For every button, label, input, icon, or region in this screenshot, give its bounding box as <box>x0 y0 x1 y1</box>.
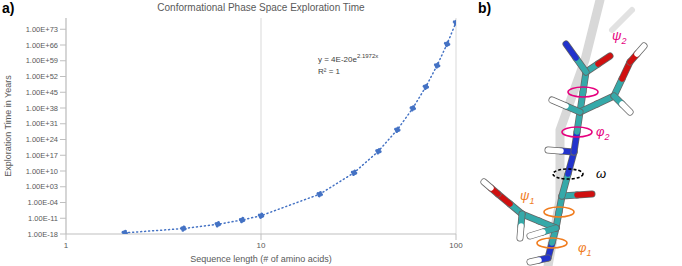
svg-text:1.00E+10: 1.00E+10 <box>26 167 58 176</box>
svg-text:ω: ω <box>596 166 606 181</box>
svg-text:ψ2: ψ2 <box>612 28 626 46</box>
svg-text:1.00E+66: 1.00E+66 <box>26 41 58 50</box>
svg-text:φ1: φ1 <box>578 240 592 258</box>
html-text:a): a) <box>2 0 15 16</box>
svg-text:φ2: φ2 <box>596 124 610 142</box>
svg-text:1.00E+59: 1.00E+59 <box>26 56 58 65</box>
html-text:b): b) <box>478 0 492 16</box>
html-text:Exploration Time in Years: Exploration Time in Years <box>3 75 13 177</box>
svg-text:1.00E-18: 1.00E-18 <box>28 230 58 239</box>
svg-text:1.00E+38: 1.00E+38 <box>26 104 58 113</box>
svg-text:1.00E+24: 1.00E+24 <box>26 135 58 144</box>
svg-text:1: 1 <box>64 241 69 250</box>
svg-text:Sequence length (# of amino ac: Sequence length (# of amino acids) <box>190 254 332 264</box>
svg-text:100: 100 <box>449 241 463 250</box>
svg-text:1.00E+17: 1.00E+17 <box>26 151 58 160</box>
html-text:R² = 1: R² = 1 <box>318 66 340 76</box>
svg-text:10: 10 <box>257 241 266 250</box>
html-text:y = 4E-20e2.1972x: y = 4E-20e2.1972x <box>318 53 379 64</box>
svg-text:1.00E-04: 1.00E-04 <box>28 198 58 207</box>
svg-text:1.00E+45: 1.00E+45 <box>26 88 58 97</box>
svg-text:1.00E+52: 1.00E+52 <box>26 72 58 81</box>
svg-text:1.00E+31: 1.00E+31 <box>26 119 58 128</box>
svg-text:1.00E-11: 1.00E-11 <box>28 214 58 223</box>
svg-text:1.00E+03: 1.00E+03 <box>26 182 58 191</box>
svg-text:1.00E+73: 1.00E+73 <box>26 25 58 34</box>
svg-text:ψ1: ψ1 <box>520 188 534 206</box>
html-text:Conformational Phase Space Exp: Conformational Phase Space Exploration T… <box>157 2 365 13</box>
